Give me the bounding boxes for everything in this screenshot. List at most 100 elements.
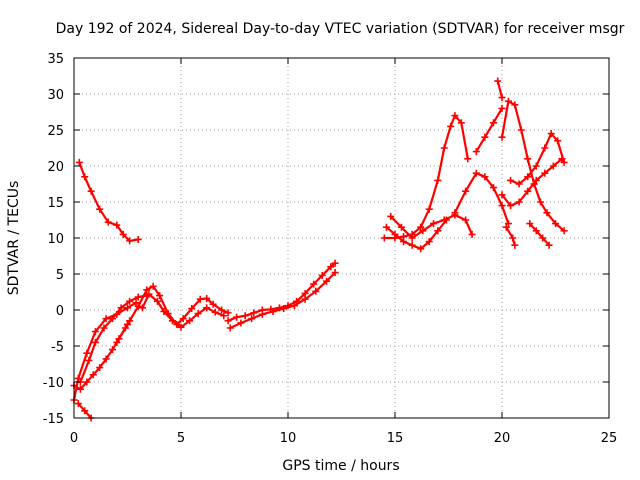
data-point [145, 290, 153, 298]
series-arc-14 [472, 104, 506, 156]
data-point [132, 299, 140, 307]
series-arc-1 [75, 158, 142, 245]
data-point [481, 133, 489, 141]
data-point [331, 259, 339, 267]
data-point [81, 407, 89, 415]
data-point [547, 130, 555, 138]
data-point [113, 338, 121, 346]
data-point [464, 155, 472, 163]
data-point [498, 104, 506, 112]
data-point [498, 133, 506, 141]
series-line [453, 172, 510, 225]
data-point [545, 241, 553, 249]
data-point [124, 304, 131, 312]
data-point [323, 277, 331, 285]
series-arc-10 [380, 112, 472, 242]
data-point [76, 385, 84, 393]
data-point [318, 271, 326, 279]
series-line [509, 132, 566, 186]
data-point [532, 176, 540, 184]
data-point [109, 346, 117, 354]
data-point [451, 209, 459, 217]
series-arc-20 [502, 223, 519, 249]
data-point [541, 169, 549, 177]
y-tick-label: -10 [43, 376, 64, 391]
data-point [494, 77, 502, 85]
data-point [397, 223, 405, 231]
data-point [447, 122, 455, 130]
data-point [149, 282, 157, 290]
data-point [511, 101, 519, 109]
data-point [104, 218, 112, 226]
series-arc-6 [113, 282, 232, 346]
data-point [408, 234, 416, 242]
data-point [524, 173, 532, 181]
y-tick-label: -5 [51, 340, 64, 355]
data-point [113, 221, 121, 229]
data-point [507, 202, 515, 210]
chart-title: Day 192 of 2024, Sidereal Day-to-day VTE… [56, 21, 625, 37]
data-series [70, 77, 568, 422]
series-line [505, 226, 516, 247]
data-point [124, 320, 131, 328]
data-point [549, 162, 557, 170]
data-point [507, 176, 515, 184]
data-point [481, 173, 489, 181]
data-point [91, 338, 99, 346]
data-point [269, 307, 277, 315]
data-point [430, 220, 438, 228]
data-point [498, 191, 506, 199]
data-point [233, 313, 241, 321]
y-tick-label: 10 [47, 232, 64, 247]
data-point [524, 187, 532, 195]
data-point [156, 292, 164, 300]
data-point [218, 306, 226, 314]
data-point [440, 216, 448, 224]
data-point [126, 237, 134, 245]
data-point [504, 97, 512, 105]
data-point [515, 180, 523, 188]
data-point [241, 312, 249, 320]
series-line [475, 107, 504, 153]
y-tick-label: 0 [56, 304, 64, 319]
data-point [153, 297, 161, 305]
data-point [280, 305, 288, 313]
data-point [560, 158, 568, 166]
data-point [526, 220, 534, 228]
data-point [425, 205, 433, 213]
data-point [143, 286, 151, 294]
data-point [425, 238, 433, 246]
data-point [138, 304, 146, 312]
data-point [472, 148, 480, 156]
y-tick-label: -15 [43, 412, 64, 427]
data-point [102, 315, 110, 323]
data-point [74, 374, 82, 382]
y-tick-label: 5 [56, 268, 64, 283]
data-point [83, 349, 91, 357]
series-line [385, 218, 448, 250]
y-tick-label: 15 [47, 196, 64, 211]
data-point [517, 126, 525, 134]
data-point [85, 356, 93, 364]
series-arc-19 [526, 220, 553, 249]
series-arc-2 [70, 299, 140, 404]
data-point [554, 137, 562, 145]
data-point [511, 241, 519, 249]
data-point [417, 223, 425, 231]
data-point [119, 230, 127, 238]
series-line [78, 161, 140, 242]
data-point [220, 312, 228, 320]
series-line [229, 271, 337, 330]
data-point [504, 220, 512, 228]
data-point [248, 315, 256, 323]
x-tick-label: 5 [177, 431, 185, 446]
data-point [83, 378, 91, 386]
x-tick-label: 10 [280, 431, 297, 446]
data-point [209, 300, 217, 308]
data-point [331, 269, 339, 277]
series-line [72, 301, 138, 402]
series-arc-15 [494, 77, 506, 102]
data-point [462, 187, 470, 195]
data-point [91, 328, 99, 336]
series-arc-17 [498, 155, 566, 210]
